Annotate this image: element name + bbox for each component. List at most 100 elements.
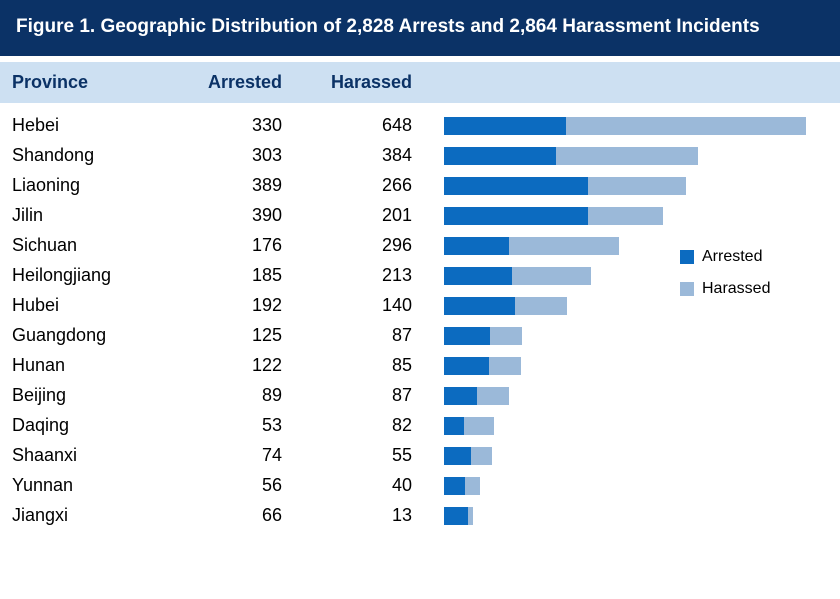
- figure-container: Figure 1. Geographic Distribution of 2,8…: [0, 0, 840, 531]
- table-header: Province Arrested Harassed: [0, 62, 840, 103]
- bar-segment-arrested: [444, 387, 477, 405]
- bar-segment-harassed: [556, 147, 698, 165]
- table-row: Daqing5382: [12, 411, 828, 441]
- cell-arrested: 56: [182, 475, 292, 496]
- bar-segment-harassed: [490, 327, 522, 345]
- cell-arrested: 192: [182, 295, 292, 316]
- cell-province: Jiangxi: [12, 505, 182, 526]
- cell-province: Yunnan: [12, 475, 182, 496]
- bar-segment-arrested: [444, 207, 588, 225]
- bar-segment-arrested: [444, 177, 588, 195]
- bar-segment-harassed: [464, 417, 494, 435]
- bar-segment-harassed: [588, 207, 662, 225]
- bar-cell: [422, 351, 828, 381]
- cell-arrested: 176: [182, 235, 292, 256]
- bar-segment-arrested: [444, 477, 465, 495]
- legend-label: Harassed: [702, 280, 770, 298]
- table-row: Hebei330648: [12, 111, 828, 141]
- cell-arrested: 66: [182, 505, 292, 526]
- cell-harassed: 213: [292, 265, 422, 286]
- stacked-bar: [444, 297, 567, 315]
- cell-arrested: 125: [182, 325, 292, 346]
- bar-segment-arrested: [444, 327, 490, 345]
- stacked-bar: [444, 177, 686, 195]
- bar-segment-arrested: [444, 117, 566, 135]
- bar-cell: [422, 501, 828, 531]
- bar-segment-harassed: [509, 237, 619, 255]
- stacked-bar: [444, 477, 480, 495]
- bar-cell: [422, 141, 828, 171]
- bar-cell: [422, 111, 828, 141]
- bar-segment-arrested: [444, 237, 509, 255]
- legend-item: Harassed: [680, 280, 770, 298]
- cell-harassed: 85: [292, 355, 422, 376]
- cell-harassed: 82: [292, 415, 422, 436]
- stacked-bar: [444, 447, 492, 465]
- cell-arrested: 74: [182, 445, 292, 466]
- bar-cell: [422, 441, 828, 471]
- bar-segment-harassed: [477, 387, 509, 405]
- table-row: Yunnan5640: [12, 471, 828, 501]
- cell-province: Shandong: [12, 145, 182, 166]
- bar-segment-arrested: [444, 417, 464, 435]
- bar-cell: [422, 201, 828, 231]
- col-header-province: Province: [12, 72, 182, 93]
- bar-segment-arrested: [444, 297, 515, 315]
- stacked-bar: [444, 417, 494, 435]
- table-row: Guangdong12587: [12, 321, 828, 351]
- cell-province: Sichuan: [12, 235, 182, 256]
- legend-label: Arrested: [702, 248, 762, 266]
- cell-harassed: 55: [292, 445, 422, 466]
- cell-harassed: 87: [292, 385, 422, 406]
- cell-arrested: 122: [182, 355, 292, 376]
- bar-segment-harassed: [465, 477, 480, 495]
- table-body: Hebei330648Shandong303384Liaoning389266J…: [0, 103, 840, 531]
- bar-segment-harassed: [515, 297, 567, 315]
- table-row: Liaoning389266: [12, 171, 828, 201]
- cell-province: Shaanxi: [12, 445, 182, 466]
- stacked-bar: [444, 327, 522, 345]
- stacked-bar: [444, 507, 473, 525]
- cell-harassed: 13: [292, 505, 422, 526]
- cell-province: Hunan: [12, 355, 182, 376]
- bar-cell: [422, 471, 828, 501]
- bar-segment-arrested: [444, 447, 471, 465]
- cell-harassed: 384: [292, 145, 422, 166]
- bar-segment-arrested: [444, 267, 512, 285]
- cell-province: Jilin: [12, 205, 182, 226]
- stacked-bar: [444, 147, 698, 165]
- cell-province: Guangdong: [12, 325, 182, 346]
- table-row: Jiangxi6613: [12, 501, 828, 531]
- bar-segment-harassed: [468, 507, 473, 525]
- chart-legend: Arrested Harassed: [680, 248, 770, 298]
- table-row: Hunan12285: [12, 351, 828, 381]
- bar-segment-harassed: [512, 267, 591, 285]
- stacked-bar: [444, 357, 521, 375]
- cell-arrested: 330: [182, 115, 292, 136]
- cell-harassed: 87: [292, 325, 422, 346]
- cell-arrested: 389: [182, 175, 292, 196]
- cell-province: Daqing: [12, 415, 182, 436]
- col-header-arrested: Arrested: [182, 72, 292, 93]
- cell-province: Heilongjiang: [12, 265, 182, 286]
- cell-harassed: 266: [292, 175, 422, 196]
- bar-segment-harassed: [471, 447, 491, 465]
- cell-harassed: 40: [292, 475, 422, 496]
- stacked-bar: [444, 237, 619, 255]
- bar-segment-harassed: [489, 357, 520, 375]
- stacked-bar: [444, 387, 509, 405]
- bar-segment-arrested: [444, 507, 468, 525]
- figure-title: Figure 1. Geographic Distribution of 2,8…: [0, 0, 840, 56]
- cell-province: Beijing: [12, 385, 182, 406]
- bar-segment-harassed: [588, 177, 686, 195]
- cell-harassed: 296: [292, 235, 422, 256]
- col-header-harassed: Harassed: [292, 72, 422, 93]
- legend-item: Arrested: [680, 248, 770, 266]
- cell-arrested: 89: [182, 385, 292, 406]
- cell-harassed: 648: [292, 115, 422, 136]
- bar-cell: [422, 381, 828, 411]
- cell-arrested: 53: [182, 415, 292, 436]
- bar-cell: [422, 321, 828, 351]
- stacked-bar: [444, 117, 806, 135]
- table-row: Jilin390201: [12, 201, 828, 231]
